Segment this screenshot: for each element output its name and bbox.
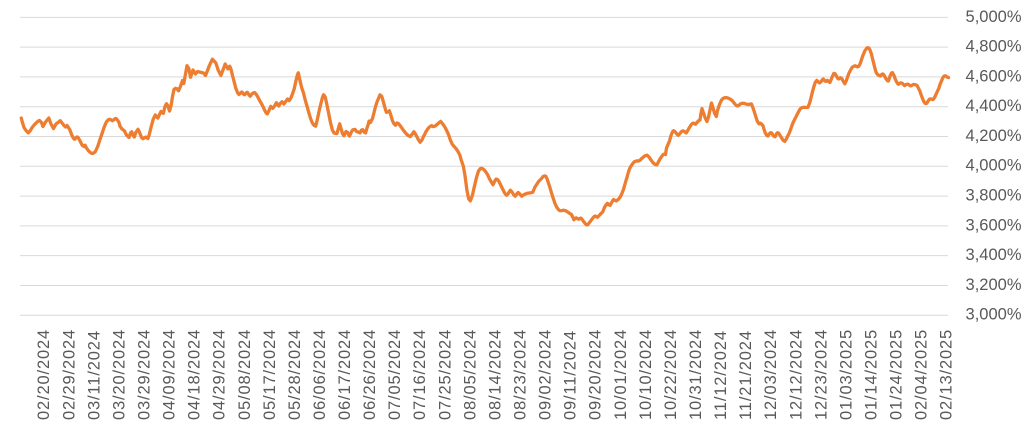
svg-text:04/09/2024: 04/09/2024 (161, 329, 179, 420)
svg-text:12/23/2024: 12/23/2024 (812, 329, 830, 420)
svg-text:08/23/2024: 08/23/2024 (512, 329, 530, 420)
svg-text:02/04/2025: 02/04/2025 (913, 329, 931, 420)
svg-text:08/14/2024: 08/14/2024 (487, 329, 505, 420)
svg-text:05/17/2024: 05/17/2024 (261, 329, 279, 420)
svg-text:01/24/2025: 01/24/2025 (888, 329, 906, 420)
svg-text:09/02/2024: 09/02/2024 (537, 329, 555, 420)
svg-text:11/21/2024: 11/21/2024 (737, 330, 755, 420)
svg-text:07/16/2024: 07/16/2024 (411, 329, 429, 420)
svg-text:02/29/2024: 02/29/2024 (60, 329, 78, 420)
svg-text:10/22/2024: 10/22/2024 (662, 329, 680, 420)
svg-text:4,400%: 4,400% (966, 97, 1022, 115)
svg-text:10/31/2024: 10/31/2024 (687, 329, 705, 420)
svg-text:4,800%: 4,800% (966, 38, 1022, 56)
svg-text:4,200%: 4,200% (966, 127, 1022, 145)
svg-text:01/14/2025: 01/14/2025 (863, 329, 881, 420)
svg-text:09/11/2024: 09/11/2024 (562, 330, 580, 420)
svg-text:07/25/2024: 07/25/2024 (436, 329, 454, 420)
svg-text:10/01/2024: 10/01/2024 (612, 329, 630, 420)
svg-text:06/17/2024: 06/17/2024 (336, 329, 354, 420)
svg-text:06/06/2024: 06/06/2024 (311, 329, 329, 420)
svg-text:03/11/2024: 03/11/2024 (85, 330, 103, 420)
svg-text:10/10/2024: 10/10/2024 (637, 329, 655, 420)
svg-text:02/13/2025: 02/13/2025 (938, 329, 956, 420)
svg-text:3,600%: 3,600% (966, 216, 1022, 234)
svg-text:11/12/2024: 11/12/2024 (712, 330, 730, 420)
svg-text:3,200%: 3,200% (966, 276, 1022, 294)
svg-text:01/03/2025: 01/03/2025 (837, 329, 855, 420)
svg-text:12/03/2024: 12/03/2024 (762, 329, 780, 420)
svg-text:05/08/2024: 05/08/2024 (236, 329, 254, 420)
svg-text:4,600%: 4,600% (966, 67, 1022, 85)
svg-text:5,000%: 5,000% (966, 8, 1022, 26)
svg-text:02/20/2024: 02/20/2024 (35, 329, 53, 420)
svg-text:09/20/2024: 09/20/2024 (587, 329, 605, 420)
svg-text:06/26/2024: 06/26/2024 (361, 329, 379, 420)
svg-text:3,000%: 3,000% (966, 306, 1022, 324)
svg-text:07/05/2024: 07/05/2024 (386, 329, 404, 420)
svg-text:3,400%: 3,400% (966, 246, 1022, 264)
svg-text:03/29/2024: 03/29/2024 (136, 329, 154, 420)
svg-text:04/18/2024: 04/18/2024 (186, 329, 204, 420)
svg-text:04/29/2024: 04/29/2024 (211, 329, 229, 420)
svg-text:3,800%: 3,800% (966, 187, 1022, 205)
svg-text:4,000%: 4,000% (966, 157, 1022, 175)
svg-text:12/12/2024: 12/12/2024 (787, 329, 805, 420)
svg-text:08/05/2024: 08/05/2024 (461, 329, 479, 420)
svg-text:05/28/2024: 05/28/2024 (286, 329, 304, 420)
svg-text:03/20/2024: 03/20/2024 (110, 329, 128, 420)
